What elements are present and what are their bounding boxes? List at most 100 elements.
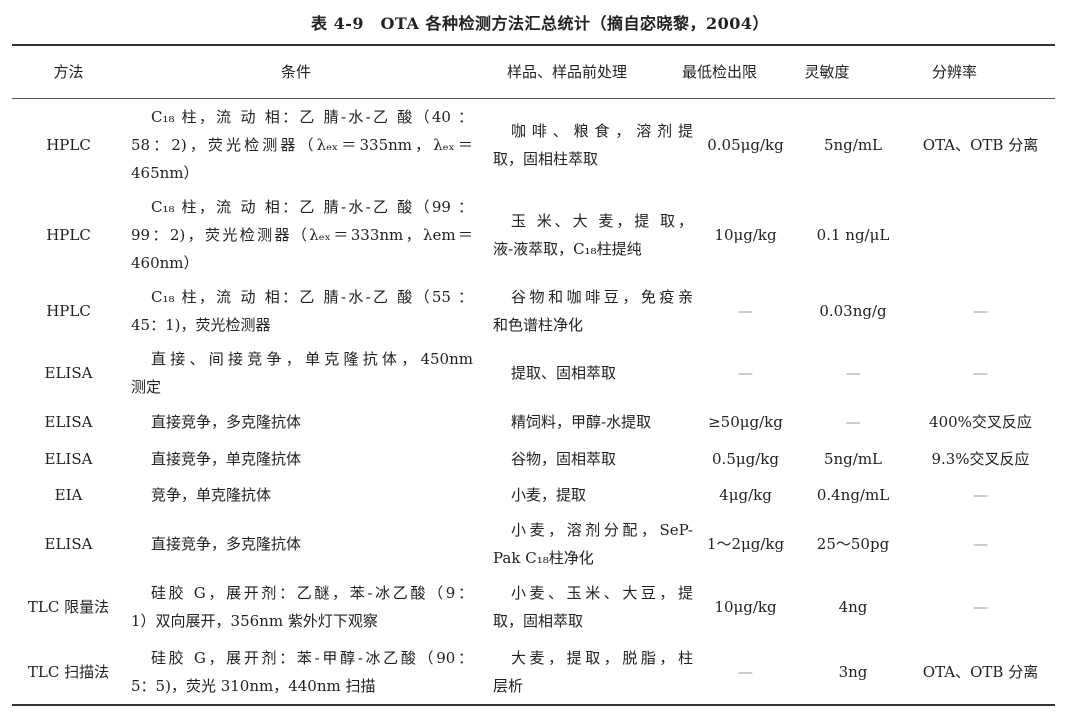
method-cell: TLC 限量法 (27, 598, 110, 616)
lod-cell: 0.5μg/kg (712, 449, 779, 468)
sensitivity-cell: — (845, 413, 861, 431)
sample-cell: 小麦、玉米、大豆，提取，固相萃取 (483, 579, 693, 635)
condition-cell: 硅胶 G，展开剂：苯-甲醇-冰乙酸（90： 5：5)，荧光 310nm，440nm… (125, 644, 483, 700)
condition-cell: C₁₈ 柱，流 动 相：乙 腈-水-乙 酸（99 ： 99：2)，荧光检测器（λₑ… (125, 193, 483, 277)
method-cell: ELISA (44, 449, 93, 468)
sample-cell: 小麦，提取 (483, 481, 693, 509)
lod-cell: — (738, 364, 753, 382)
sample-cell-line: 精饲料，甲醇-水提取 (511, 413, 652, 431)
sample-cell-line: 取，固相柱萃取 (493, 149, 599, 168)
resolution-cell: — (973, 301, 988, 320)
resolution-cell: 400%交叉反应 (929, 413, 1032, 431)
table-title: 表 4-9 OTA 各种检测方法汇总统计（摘自宓晓黎，2004） (311, 14, 769, 33)
sample-cell: 小麦，溶剂分配，SeP- Pak C₁₈柱净化 (483, 516, 693, 572)
sample-cell-line: 玉 米、大 麦，提 取， (511, 211, 693, 230)
condition-cell-line: 1）双向展开，356nm 紫外灯下观察 (131, 612, 378, 630)
sample-cell-line: 大麦，提取，脱脂，柱 (511, 648, 693, 667)
table-row: TLC 扫描法 硅胶 G，展开剂：苯-甲醇-冰乙酸（90： 5：5)，荧光 310n… (12, 639, 1055, 704)
condition-cell: 直接、间接竞争，单克隆抗体，450nm 测定 (125, 345, 483, 401)
sample-cell: 谷物和咖啡豆，免疫亲 和色谱柱净化 (483, 283, 693, 339)
sample-cell-line: 小麦，提取 (511, 486, 587, 504)
method-cell: HPLC (46, 135, 91, 154)
condition-cell-line: 5：5)，荧光 310nm，440nm 扫描 (131, 676, 376, 695)
condition-cell: 竞争，单克隆抗体 (125, 481, 483, 509)
sample-cell: 玉 米、大 麦，提 取， 液-液萃取，C₁₈柱提纯 (483, 207, 693, 263)
header-resolution: 分辨率 (931, 63, 977, 81)
sensitivity-cell: 25～50pg (816, 535, 890, 553)
table-row: HPLC C₁₈ 柱，流 动 相：乙 腈-水-乙 酸（40 ： 58：2)，荧光检测… (12, 99, 1055, 190)
table-row: EIA 竞争，单克隆抗体 小麦，提取 4μg/kg 0.4ng/mL — (12, 477, 1055, 513)
sample-cell: 提取、固相萃取 (483, 359, 693, 387)
condition-cell-line: 45：1)，荧光检测器 (131, 315, 271, 334)
table-row: TLC 限量法 硅胶 G，展开剂：乙醚，苯-冰乙酸（9： 1）双向展开，356nm … (12, 575, 1055, 639)
sensitivity-cell: 0.03ng/g (819, 301, 887, 320)
condition-cell-line: 竞争，单克隆抗体 (151, 486, 272, 504)
condition-cell: 硅胶 G，展开剂：乙醚，苯-冰乙酸（9： 1）双向展开，356nm 紫外灯下观察 (125, 579, 483, 635)
sample-cell-line: 咖啡、粮食，溶剂提 (511, 121, 693, 140)
condition-cell-line: C₁₈ 柱，流 动 相：乙 腈-水-乙 酸（99 ： (151, 197, 473, 216)
condition-cell-line: 直接、间接竞争，单克隆抗体，450nm (151, 350, 473, 368)
lod-cell: — (738, 662, 753, 681)
sample-cell: 大麦，提取，脱脂，柱层析 (483, 644, 693, 700)
header-lod: 最低检出限 (681, 63, 757, 81)
method-cell: EIA (54, 486, 83, 504)
table-row: HPLC C₁₈ 柱，流 动 相：乙 腈-水-乙 酸（99 ： 99：2)，荧光检测… (12, 190, 1055, 279)
method-cell: ELISA (44, 364, 93, 382)
sample-cell: 咖啡、粮食，溶剂提取，固相柱萃取 (483, 117, 693, 173)
lod-cell: 10μg/kg (714, 225, 777, 244)
condition-cell: 直接竞争，多克隆抗体 (125, 530, 483, 558)
condition-cell-line: 460nm） (131, 253, 199, 272)
condition-cell-line: 465nm） (131, 163, 199, 182)
method-cell: HPLC (46, 301, 91, 320)
header-condition: 条件 (280, 63, 311, 81)
lod-cell: ≥50μg/kg (708, 413, 783, 431)
sample-cell: 谷物，固相萃取 (483, 445, 693, 473)
resolution-cell: — (973, 598, 988, 616)
table-header: 方法 条件 样品、样品前处理 最低检出限 灵敏度 分辨率 (12, 46, 1055, 99)
table-row: ELISA 直接、间接竞争，单克隆抗体，450nm 测定 提取、固相萃取 — — — (12, 342, 1055, 404)
condition-cell: C₁₈ 柱，流 动 相：乙 腈-水-乙 酸（55 ： 45：1)，荧光检测器 (125, 283, 483, 339)
sensitivity-cell: 0.1 ng/μL (816, 225, 890, 244)
sample-cell-line: 小麦，溶剂分配，SeP- (511, 521, 693, 539)
sensitivity-cell: 5ng/mL (823, 449, 883, 468)
condition-cell-line: 99：2)，荧光检测器（λₑₓ＝333nm，λem＝ (131, 225, 473, 244)
lod-cell: 0.05μg/kg (707, 135, 784, 154)
method-cell: ELISA (44, 535, 93, 553)
condition-cell-line: 直接竞争，多克隆抗体 (151, 413, 302, 431)
sample-cell: 精饲料，甲醇-水提取 (483, 408, 693, 436)
table-row: ELISA 直接竞争，单克隆抗体 谷物，固相萃取 0.5μg/kg 5ng/mL 9.3%… (12, 440, 1055, 477)
table-row: ELISA 直接竞争，多克隆抗体 小麦，溶剂分配，SeP- Pak C₁₈柱净化 1～2… (12, 513, 1055, 575)
lod-cell: — (738, 301, 753, 320)
condition-cell: C₁₈ 柱，流 动 相：乙 腈-水-乙 酸（40 ： 58：2)，荧光检测器（λₑ… (125, 103, 483, 187)
resolution-cell: — (973, 486, 988, 504)
method-cell: TLC 扫描法 (27, 662, 110, 681)
method-cell: ELISA (44, 413, 93, 431)
sample-cell-line: 小麦、玉米、大豆，提 (511, 584, 693, 602)
resolution-cell: 9.3%交叉反应 (931, 449, 1030, 468)
condition-cell-line: 直接竞争，多克隆抗体 (151, 535, 302, 553)
sample-cell-line: 和色谱柱净化 (493, 315, 584, 334)
table-body: HPLC C₁₈ 柱，流 动 相：乙 腈-水-乙 酸（40 ： 58：2)，荧光检测… (12, 99, 1055, 704)
sample-cell-line: Pak C₁₈柱净化 (493, 549, 594, 567)
condition-cell: 直接竞争，单克隆抗体 (125, 445, 483, 473)
resolution-cell: OTA、OTB 分离 (922, 662, 1039, 681)
sample-cell-line: 取，固相萃取 (493, 612, 584, 630)
header-sensitivity: 灵敏度 (804, 63, 850, 81)
lod-cell: 1～2μg/kg (706, 535, 785, 553)
header-sample: 样品、样品前处理 (506, 63, 627, 81)
condition-cell-line: 硅胶 G，展开剂：乙醚，苯-冰乙酸（9： (151, 584, 473, 602)
condition-cell-line: 直接竞争，单克隆抗体 (151, 449, 302, 468)
condition-cell: 直接竞争，多克隆抗体 (125, 408, 483, 436)
method-cell: HPLC (46, 225, 91, 244)
resolution-cell: — (973, 535, 988, 553)
sample-cell-line: 层析 (493, 676, 524, 695)
sensitivity-cell: 4ng (838, 598, 868, 616)
condition-cell-line: 硅胶 G，展开剂：苯-甲醇-冰乙酸（90： (151, 648, 473, 667)
condition-cell-line: C₁₈ 柱，流 动 相：乙 腈-水-乙 酸（55 ： (151, 287, 473, 306)
condition-cell-line: 58：2)，荧光检测器（λₑₓ＝335nm，λₑₓ＝ (131, 135, 473, 154)
sample-cell-line: 提取、固相萃取 (511, 364, 617, 382)
sensitivity-cell: 0.4ng/mL (816, 486, 890, 504)
condition-cell-line: 测定 (131, 378, 162, 396)
header-method: 方法 (53, 63, 84, 81)
lod-cell: 10μg/kg (714, 598, 777, 616)
